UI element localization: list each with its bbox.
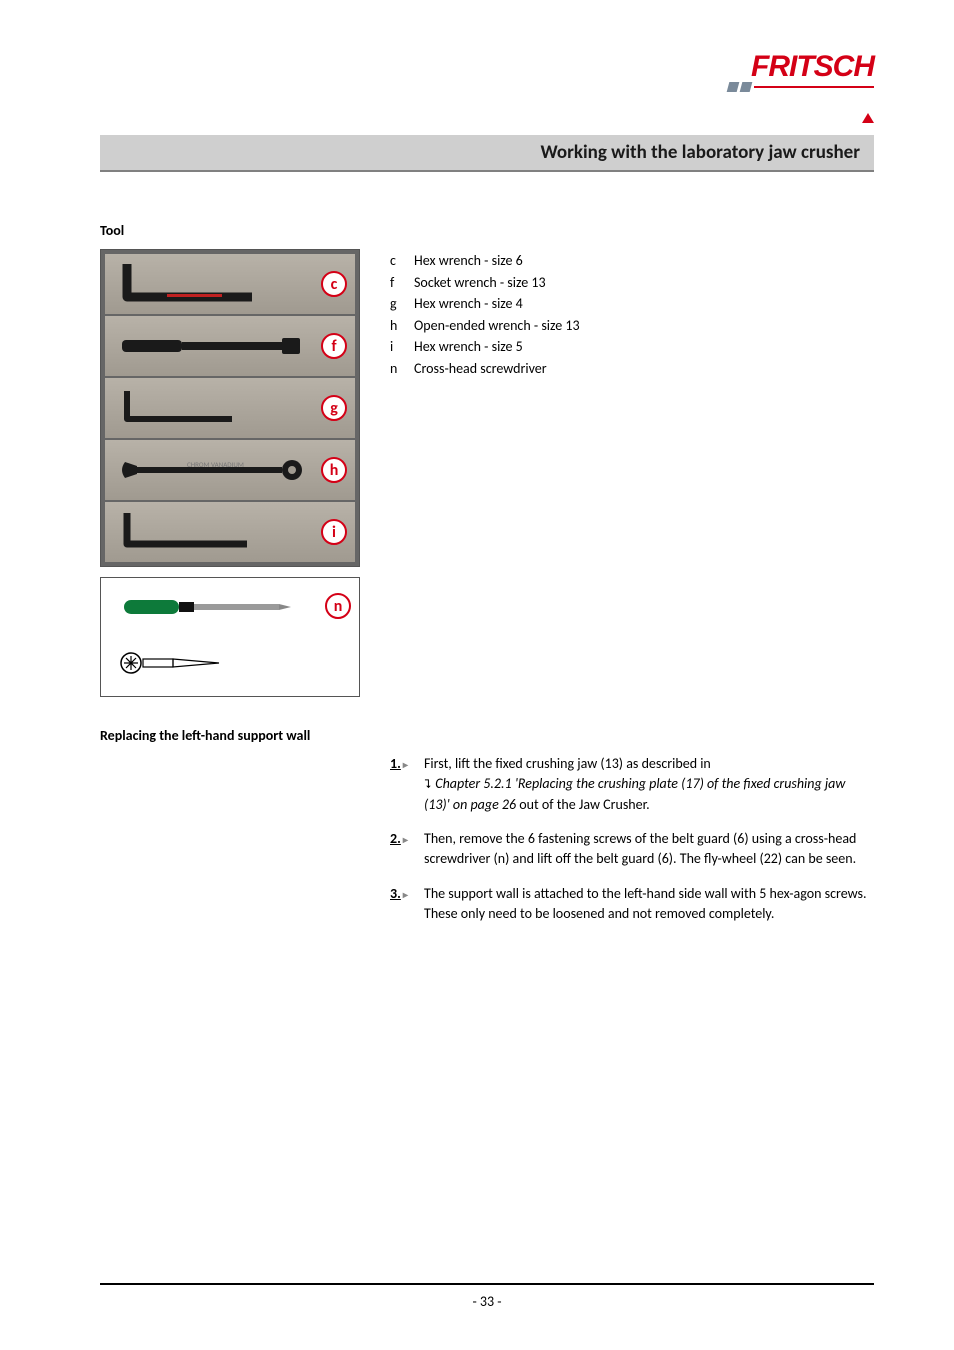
- legend-key: i: [390, 337, 400, 357]
- step-3: 3.▸ The support wall is attached to the …: [390, 884, 874, 925]
- step-body: The support wall is attached to the left…: [424, 884, 874, 925]
- page: FRITSCH Working with the laboratory jaw …: [0, 0, 954, 1350]
- step-number: 1.▸: [390, 754, 424, 815]
- legend-val: Socket wrench - size 13: [414, 273, 546, 293]
- legend-key: f: [390, 273, 400, 293]
- legend-val: Hex wrench - size 4: [414, 294, 523, 314]
- step-arrow-icon: ▸: [403, 758, 408, 773]
- step-arrow-icon: ▸: [403, 833, 408, 848]
- tool-row-c: c: [105, 254, 355, 314]
- step-number: 2.▸: [390, 829, 424, 870]
- step-1-post: out of the Jaw Crusher.: [516, 796, 650, 813]
- hex-wrench-6-icon: [117, 259, 267, 309]
- tool-frame-2: n: [100, 577, 360, 697]
- legend-row: f Socket wrench - size 13: [390, 273, 874, 293]
- brand-logo: FRITSCH: [674, 50, 874, 95]
- legend-row: h Open-ended wrench - size 13: [390, 316, 874, 336]
- section-title: Working with the laboratory jaw crusher: [540, 141, 860, 164]
- open-ended-wrench-icon: CHROM VANADIUM: [117, 450, 307, 490]
- brand-name: FRITSCH: [674, 50, 874, 84]
- legend-key: h: [390, 316, 400, 336]
- section-header: Working with the laboratory jaw crusher: [100, 135, 874, 172]
- badge-c: c: [321, 271, 347, 297]
- step-2: 2.▸ Then, remove the 6 fastening screws …: [390, 829, 874, 870]
- step-body: Then, remove the 6 fastening screws of t…: [424, 829, 874, 870]
- page-footer: - 33 -: [100, 1283, 874, 1310]
- svg-text:CHROM VANADIUM: CHROM VANADIUM: [187, 460, 244, 469]
- badge-n: n: [325, 593, 351, 619]
- legend-row: c Hex wrench - size 6: [390, 251, 874, 271]
- legend-row: n Cross-head screwdriver: [390, 359, 874, 379]
- step-1-pre: First, lift the fixed crushing jaw (13) …: [424, 755, 711, 772]
- step-num-text: 1.: [390, 755, 401, 772]
- replace-label: Replacing the left-hand support wall: [100, 727, 874, 744]
- steps-columns: 1.▸ First, lift the fixed crushing jaw (…: [100, 754, 874, 938]
- badge-g: g: [321, 395, 347, 421]
- badge-f: f: [321, 333, 347, 359]
- legend-row: i Hex wrench - size 5: [390, 337, 874, 357]
- page-number: - 33 -: [472, 1293, 501, 1310]
- tool-label: Tool: [100, 222, 874, 239]
- step-1: 1.▸ First, lift the fixed crushing jaw (…: [390, 754, 874, 815]
- hex-wrench-4-icon: [117, 383, 257, 433]
- step-num-text: 2.: [390, 830, 401, 847]
- steps-spacer: [100, 754, 360, 938]
- legend-val: Open-ended wrench - size 13: [414, 316, 580, 336]
- logo-triangle-icon: [862, 94, 874, 123]
- steps-list: 1.▸ First, lift the fixed crushing jaw (…: [390, 754, 874, 938]
- hex-wrench-5-icon: [117, 507, 267, 557]
- reference-icon: ⮧: [424, 778, 431, 792]
- legend-val: Hex wrench - size 5: [414, 337, 523, 357]
- tool-images: c f g: [100, 249, 360, 697]
- tool-row-h: CHROM VANADIUM h: [105, 440, 355, 500]
- step-num-text: 3.: [390, 885, 401, 902]
- socket-wrench-icon: [117, 326, 307, 366]
- badge-i: i: [321, 519, 347, 545]
- badge-h: h: [321, 457, 347, 483]
- logo-line-icon: [754, 86, 874, 88]
- replace-section: Replacing the left-hand support wall 1.▸…: [100, 727, 874, 938]
- step-body: First, lift the fixed crushing jaw (13) …: [424, 754, 874, 815]
- tool-row-i: i: [105, 502, 355, 562]
- tool-columns: c f g: [100, 249, 874, 697]
- step-number: 3.▸: [390, 884, 424, 925]
- screwdriver-icon: [109, 588, 349, 688]
- legend-key: n: [390, 359, 400, 379]
- legend-row: g Hex wrench - size 4: [390, 294, 874, 314]
- tool-row-g: g: [105, 378, 355, 438]
- content: Tool c: [100, 222, 874, 938]
- tool-row-f: f: [105, 316, 355, 376]
- legend-key: c: [390, 251, 400, 271]
- legend-val: Cross-head screwdriver: [414, 359, 547, 379]
- tool-legend: c Hex wrench - size 6 f Socket wrench - si…: [390, 249, 874, 697]
- step-arrow-icon: ▸: [403, 888, 408, 903]
- legend-val: Hex wrench - size 6: [414, 251, 523, 271]
- legend-key: g: [390, 294, 400, 314]
- tool-frame-1: c f g: [100, 249, 360, 567]
